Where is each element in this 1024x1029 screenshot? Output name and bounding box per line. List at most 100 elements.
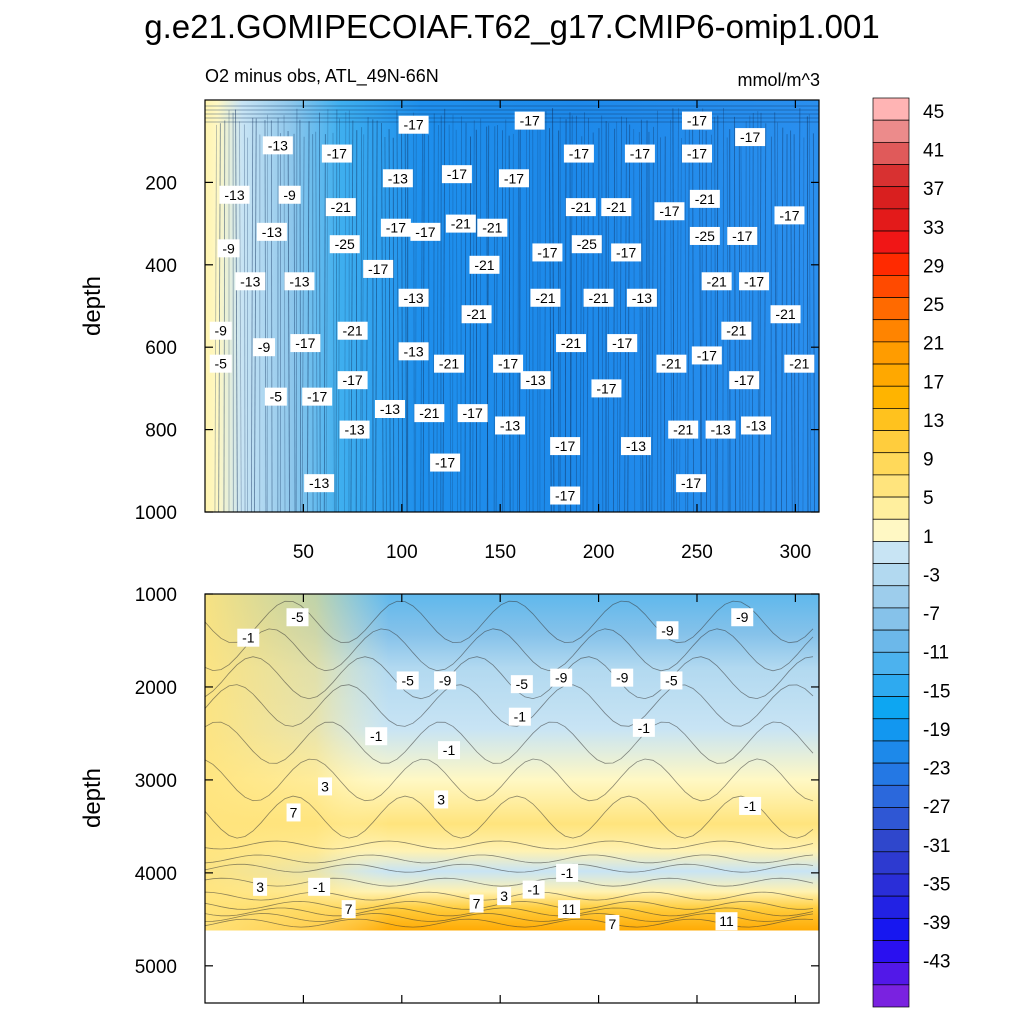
contour-label-text: -13	[626, 438, 646, 454]
contour-label-text: -1	[514, 709, 527, 725]
contour-label-text: 7	[290, 804, 298, 820]
contour-label: -13	[284, 272, 314, 290]
contour-label-text: -1	[527, 882, 540, 898]
contour-label: -17	[654, 202, 684, 220]
contour-label: -1	[633, 719, 655, 737]
contour-label: -9	[279, 186, 301, 204]
x-tick-label: 300	[780, 542, 812, 563]
contour-label-text: -17	[498, 356, 518, 372]
contour-label-text: -13	[388, 170, 408, 186]
x-tick-label: 150	[484, 542, 516, 563]
colorbar-label: -23	[923, 759, 950, 780]
contour-label: -21	[702, 272, 732, 290]
colorbar-label: 17	[923, 372, 944, 393]
colorbar-cell	[873, 608, 909, 630]
contour-label-text: -17	[415, 224, 435, 240]
colorbar-label: 33	[923, 218, 944, 239]
contour-label: -17	[399, 116, 429, 134]
contour-label: -17	[729, 371, 759, 389]
contour-label: -9	[731, 608, 753, 626]
contour-label: -9	[253, 338, 275, 356]
contour-label-text: -1	[638, 720, 651, 736]
contour-label: -21	[721, 322, 751, 340]
contour-label-text: -17	[740, 129, 760, 145]
contour-label-text: -17	[307, 389, 327, 405]
colorbar-label: 29	[923, 257, 944, 278]
contour-label: -21	[446, 215, 476, 233]
contour-label-text: -21	[588, 290, 608, 306]
contour-label-text: -5	[215, 356, 228, 372]
contour-label-text: -25	[335, 236, 355, 252]
contour-label-text: -9	[661, 622, 674, 638]
contour-label: 11	[558, 900, 580, 918]
contour-label: -17	[410, 223, 440, 241]
contour-label: -13	[399, 289, 429, 307]
contour-label-text: -21	[474, 257, 494, 273]
contour-label: -1	[308, 878, 330, 896]
contour-label-text: -17	[555, 438, 575, 454]
colorbar-label: -27	[923, 797, 950, 818]
contour-label-text: -5	[291, 609, 304, 625]
colorbar-cell	[873, 142, 909, 164]
colorbar-cell	[873, 985, 909, 1007]
contour-label-text: -9	[222, 240, 235, 256]
contour-label: -17	[430, 454, 460, 472]
contour-label: -13	[375, 400, 405, 418]
contour-label-text: -13	[380, 401, 400, 417]
contour-label: -17	[381, 219, 411, 237]
contour-label: -9	[434, 671, 456, 689]
contour-label-text: 11	[719, 913, 734, 929]
colorbar-label: -11	[923, 643, 949, 664]
upper-y-label: depth	[79, 276, 106, 336]
contour-label-text: -1	[443, 742, 456, 758]
contour-label-text: -17	[744, 273, 764, 289]
colorbar-cell	[873, 697, 909, 719]
contour-label-text: -13	[710, 422, 730, 438]
contour-label: -1	[237, 629, 259, 647]
colorbar-cell	[873, 165, 909, 187]
colorbar-cell	[873, 298, 909, 320]
contour-label-text: -17	[697, 347, 717, 363]
contour-label: -17	[774, 206, 804, 224]
colorbar-label: -35	[923, 874, 950, 895]
contour-label-text: -17	[569, 146, 589, 162]
colorbar-cell	[873, 253, 909, 275]
contour-label: -9	[218, 239, 240, 257]
contour-label: -13	[220, 186, 250, 204]
contour-label: -13	[399, 342, 429, 360]
contour-label-text: -17	[386, 220, 406, 236]
contour-label-text: -13	[632, 290, 652, 306]
y-tick-label: 3000	[135, 771, 177, 792]
colorbar-cell	[873, 98, 909, 120]
contour-label-text: -17	[463, 405, 483, 421]
contour-label-text: -21	[789, 356, 809, 372]
contour-label: 7	[605, 915, 619, 933]
contour-label-text: -1	[561, 865, 574, 881]
contour-label: -21	[690, 190, 720, 208]
colorbar-label: 9	[923, 450, 934, 471]
colorbar-labels: 454137332925211713951-3-7-11-15-19-23-27…	[923, 102, 950, 973]
contour-label-text: -9	[283, 187, 296, 203]
contour-label-text: -21	[726, 323, 746, 339]
contour-label: -17	[550, 487, 580, 505]
colorbar: 454137332925211713951-3-7-11-15-19-23-27…	[873, 98, 950, 1007]
contour-label: 7	[287, 803, 301, 821]
colorbar-cell	[873, 431, 909, 453]
contour-label-text: -17	[681, 475, 701, 491]
y-tick-label: 1000	[135, 503, 177, 524]
contour-label-text: -17	[342, 372, 362, 388]
contour-label: 11	[716, 912, 738, 930]
colorbar-label: 41	[923, 141, 944, 162]
contour-label: -1	[556, 864, 578, 882]
contour-label-text: -21	[661, 356, 681, 372]
contour-label-text: -13	[268, 137, 288, 153]
contour-label: -5	[210, 355, 232, 373]
colorbar-cell	[873, 785, 909, 807]
contour-label: -13	[495, 416, 525, 434]
contour-label: -21	[668, 421, 698, 439]
colorbar-cell	[873, 918, 909, 940]
contour-label-text: -13	[344, 422, 364, 438]
contour-label: -1	[365, 727, 387, 745]
contour-label-text: -21	[482, 220, 502, 236]
